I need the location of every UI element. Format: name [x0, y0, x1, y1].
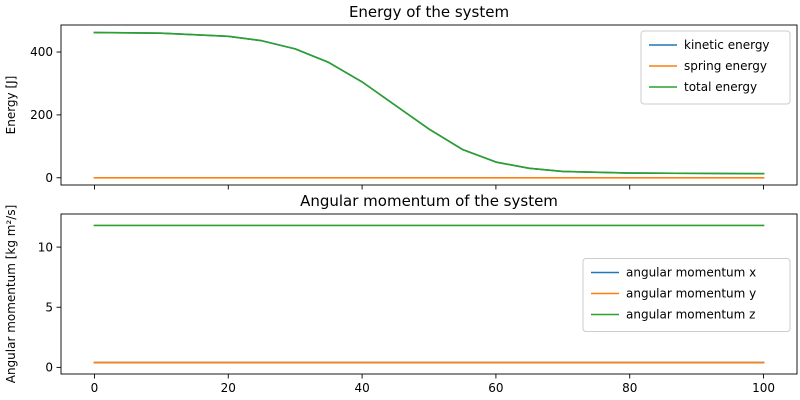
y-axis-label: Energy [J]	[4, 76, 18, 135]
x-tick-label: 80	[622, 381, 637, 395]
chart-1: 0 200 400 Energy of the system Energy [J] kin…	[4, 3, 798, 190]
y-tick-label: 400	[30, 45, 53, 59]
x-tick-label: 40	[354, 381, 369, 395]
chart-title: Angular momentum of the system	[300, 192, 558, 210]
chart-title: Energy of the system	[349, 3, 509, 21]
plot-area	[93, 224, 765, 364]
y-tick-label: 0	[45, 171, 53, 185]
x-tick-label: 100	[752, 381, 775, 395]
axes-frame	[60, 24, 798, 186]
axes-frame	[60, 213, 798, 375]
legend: angular momentum x angular momentum y angu…	[582, 258, 791, 332]
legend-label: total energy	[684, 80, 757, 94]
y-tick-label: 5	[45, 300, 53, 314]
x-tick-label: 60	[488, 381, 503, 395]
legend-box	[640, 30, 791, 105]
y-tick-label: 0	[45, 361, 53, 375]
legend-label: kinetic energy	[684, 38, 770, 52]
series-line-3	[93, 31, 765, 175]
y-tick-label: 10	[38, 240, 53, 254]
plot-area	[93, 31, 765, 179]
legend-label: angular momentum x	[626, 266, 756, 280]
y-axis-label: Angular momentum [kg m²/s]	[4, 205, 18, 384]
x-tick-label: 0	[91, 381, 99, 395]
x-tick-label: 20	[221, 381, 236, 395]
legend-label: angular momentum z	[626, 308, 755, 322]
legend-label: angular momentum y	[626, 287, 756, 301]
legend: kinetic energy spring energy total energy	[640, 30, 791, 105]
legend-label: spring energy	[684, 59, 767, 73]
chart-2: 0 20 40 60 80 100 0 5 10 Angular momentum of the …	[4, 192, 798, 395]
legend-box	[582, 258, 791, 332]
y-tick-label: 200	[30, 108, 53, 122]
